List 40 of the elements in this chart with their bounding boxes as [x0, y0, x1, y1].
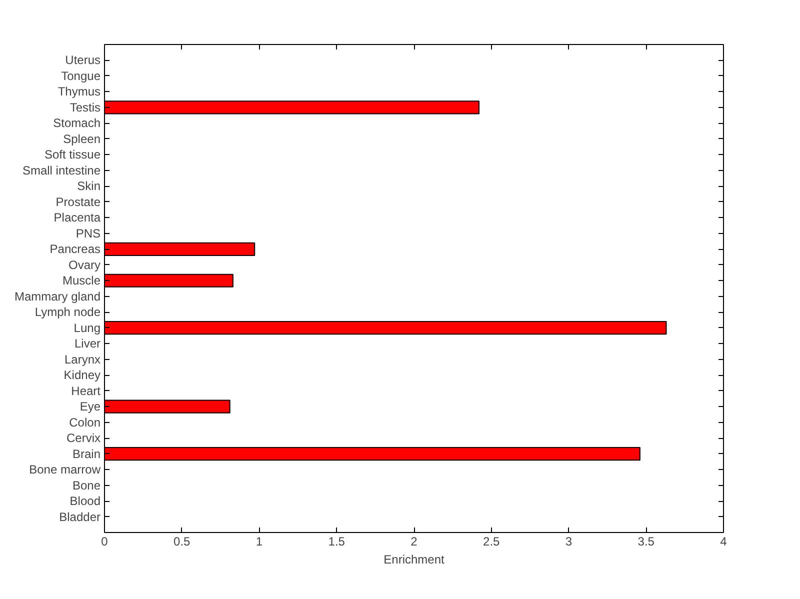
- y-tick-label: Soft tissue: [44, 148, 101, 162]
- x-tick-label: 2.5: [483, 534, 500, 548]
- y-tick-label: Muscle: [62, 274, 101, 288]
- y-tick-label: Liver: [74, 336, 101, 351]
- x-tick-label: 0.5: [174, 534, 191, 548]
- y-tick-label: PNS: [76, 226, 101, 240]
- y-tick-label: Heart: [71, 384, 102, 398]
- y-tick-label: Bone: [72, 478, 101, 492]
- y-tick-label: Prostate: [56, 194, 101, 209]
- y-tick-label: Cervix: [66, 431, 101, 446]
- y-tick-label: Placenta: [54, 210, 101, 225]
- y-tick-label: Ovary: [68, 258, 101, 272]
- y-tick-label: Eye: [80, 400, 101, 414]
- y-tick-label: Blood: [70, 494, 101, 508]
- x-tick-label: 0: [101, 534, 108, 548]
- y-tick-label: Stomach: [53, 116, 101, 130]
- y-tick-label: Thymus: [58, 84, 101, 99]
- y-tick-label: Lymph node: [34, 305, 101, 320]
- x-tick-label: 2: [410, 534, 418, 548]
- y-tick-label: Tongue: [61, 68, 101, 83]
- y-tick-label: Spleen: [63, 132, 101, 146]
- x-tick-label: 1.5: [328, 534, 346, 548]
- y-tick-label: Bladder: [59, 510, 101, 524]
- y-tick-label: Pancreas: [50, 242, 101, 256]
- x-tick-label: 3: [565, 534, 572, 548]
- y-tick-label: Skin: [77, 179, 100, 194]
- y-tick-label: Larynx: [64, 352, 101, 366]
- y-tick-label: Testis: [70, 100, 101, 114]
- y-tick-label: Small intestine: [22, 163, 101, 178]
- y-tick-label: Uterus: [65, 53, 100, 68]
- y-tick-label: Brain: [72, 446, 100, 461]
- y-tick-label: Mammary gland: [14, 289, 101, 304]
- y-tick-label: Colon: [69, 415, 101, 430]
- x-tick-label: 1: [256, 534, 263, 548]
- x-tick-label: 4: [720, 534, 728, 548]
- y-tick-label: Kidney: [64, 368, 101, 382]
- y-tick-label: Lung: [74, 320, 101, 335]
- x-axis-title: Enrichment: [384, 552, 446, 566]
- x-tick-label: 3.5: [638, 534, 655, 548]
- y-tick-label: Bone marrow: [29, 462, 101, 477]
